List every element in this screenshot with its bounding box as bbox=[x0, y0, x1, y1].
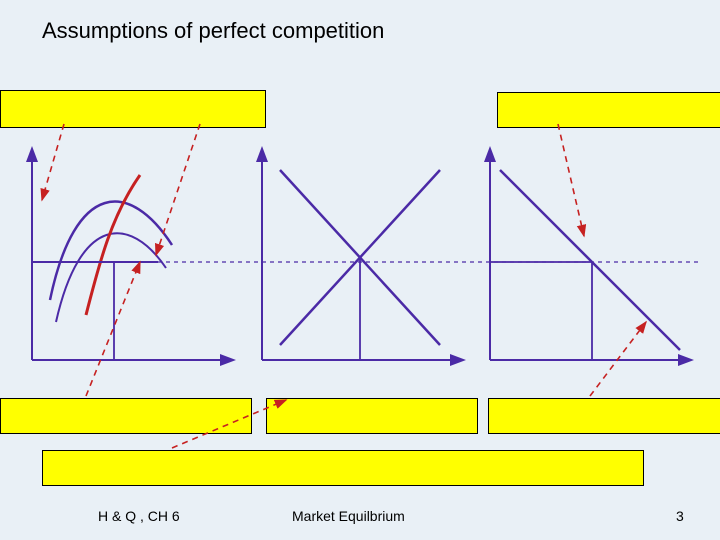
callout-arrows bbox=[42, 124, 646, 448]
econ-diagram bbox=[0, 0, 720, 540]
mc-curve bbox=[86, 175, 140, 315]
arrow-2 bbox=[156, 124, 200, 255]
arrow-5 bbox=[172, 400, 286, 448]
panel-consumer bbox=[490, 150, 690, 360]
demand-curve bbox=[500, 170, 680, 350]
slide: Assumptions of perfect competition bbox=[0, 0, 720, 540]
panel-firm bbox=[32, 150, 232, 360]
footer-mid: Market Equilbrium bbox=[292, 508, 405, 524]
ac-curve bbox=[50, 202, 172, 300]
panel-market bbox=[262, 150, 462, 360]
footer-right: 3 bbox=[676, 508, 684, 524]
arrow-1 bbox=[42, 124, 64, 200]
ac-curve-inner bbox=[56, 233, 166, 322]
footer-left: H & Q , CH 6 bbox=[98, 508, 180, 524]
arrow-3 bbox=[558, 124, 584, 236]
